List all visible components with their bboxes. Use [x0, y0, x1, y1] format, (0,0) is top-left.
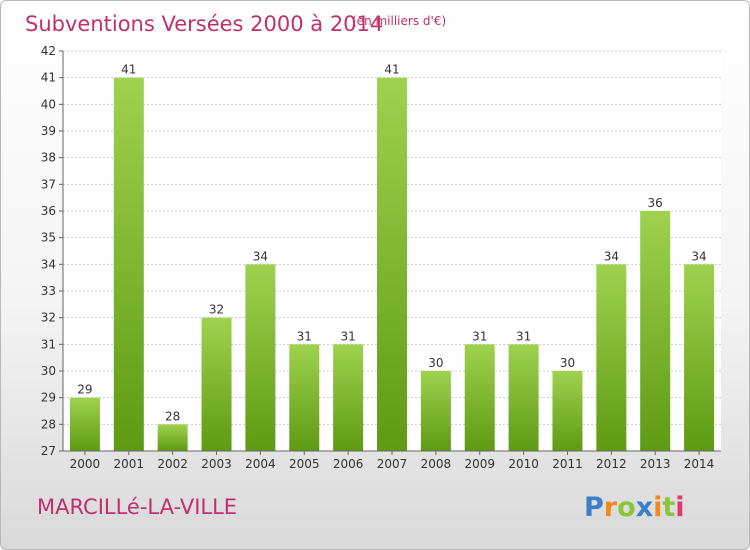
data-label-2013: 36 [648, 196, 663, 210]
data-label-2012: 34 [604, 249, 619, 263]
y-tick-label: 27 [41, 444, 56, 458]
bar-2006 [333, 344, 364, 451]
bar-2010 [508, 344, 539, 451]
bar-2014 [684, 264, 715, 451]
logo-letter: o [617, 492, 636, 523]
data-label-2002: 28 [165, 409, 180, 423]
bar-2011 [552, 371, 583, 451]
data-label-2000: 29 [77, 383, 92, 397]
y-tick-label: 35 [41, 231, 56, 245]
bar-2008 [420, 371, 451, 451]
y-tick-label: 40 [41, 97, 56, 111]
bar-2013 [640, 211, 671, 451]
x-tick-label-2005: 2005 [289, 457, 320, 471]
x-tick-label-2000: 2000 [70, 457, 101, 471]
data-label-2004: 34 [253, 249, 268, 263]
y-tick-label: 33 [41, 284, 56, 298]
chart-subtitle: (en milliers d'€) [352, 14, 446, 28]
x-tick-label-2002: 2002 [157, 457, 188, 471]
x-tick-label-2012: 2012 [596, 457, 627, 471]
x-tick-label-2004: 2004 [245, 457, 276, 471]
logo-letter: t [662, 492, 675, 523]
y-tick-label: 30 [41, 364, 56, 378]
x-tick-label-2013: 2013 [640, 457, 671, 471]
x-tick-label-2014: 2014 [684, 457, 715, 471]
bar-2005 [289, 344, 320, 451]
y-tick-label: 36 [41, 204, 56, 218]
x-tick-label-2011: 2011 [552, 457, 583, 471]
bar-2004 [245, 264, 276, 451]
logo-letter: r [604, 492, 618, 523]
proxiti-logo: Proxiti [584, 492, 685, 523]
data-label-2008: 30 [428, 356, 443, 370]
bar-2001 [113, 77, 144, 452]
y-tick-label: 32 [41, 311, 56, 325]
y-tick-label: 34 [41, 257, 56, 271]
x-tick-label-2006: 2006 [333, 457, 364, 471]
bar-2002 [157, 424, 188, 451]
bar-2012 [596, 264, 627, 451]
data-label-2014: 34 [691, 249, 706, 263]
y-tick-label: 38 [41, 151, 56, 165]
x-tick-label-2001: 2001 [114, 457, 145, 471]
data-label-2009: 31 [472, 329, 487, 343]
logo-letter: x [636, 492, 653, 523]
bar-2003 [201, 317, 232, 451]
x-tick-label-2003: 2003 [201, 457, 232, 471]
bar-2007 [377, 77, 407, 452]
x-tick-label-2009: 2009 [464, 457, 495, 471]
data-label-2003: 32 [209, 303, 224, 317]
data-label-2010: 31 [516, 329, 531, 343]
x-tick-label-2007: 2007 [377, 457, 408, 471]
y-tick-label: 31 [41, 337, 56, 351]
data-label-2005: 31 [297, 329, 312, 343]
logo-letter: P [584, 492, 604, 523]
x-tick-label-2010: 2010 [508, 457, 539, 471]
chart-title: Subventions Versées 2000 à 2014 [25, 12, 383, 36]
data-label-2007: 41 [384, 63, 399, 77]
logo-letter: i [653, 492, 662, 523]
commune-name: MARCILLé-LA-VILLE [37, 495, 237, 519]
data-label-2006: 31 [340, 329, 355, 343]
y-tick-label: 42 [41, 44, 56, 58]
x-tick-label-2008: 2008 [421, 457, 452, 471]
y-tick-label: 37 [41, 177, 56, 191]
y-tick-label: 29 [41, 391, 56, 405]
y-tick-label: 28 [41, 417, 56, 431]
bar-2009 [464, 344, 495, 451]
data-label-2001: 41 [121, 63, 136, 77]
y-tick-label: 39 [41, 124, 56, 138]
bar-2000 [69, 397, 100, 451]
y-tick-label: 41 [41, 71, 56, 85]
logo-letter: i [675, 492, 684, 523]
data-label-2011: 30 [560, 356, 575, 370]
